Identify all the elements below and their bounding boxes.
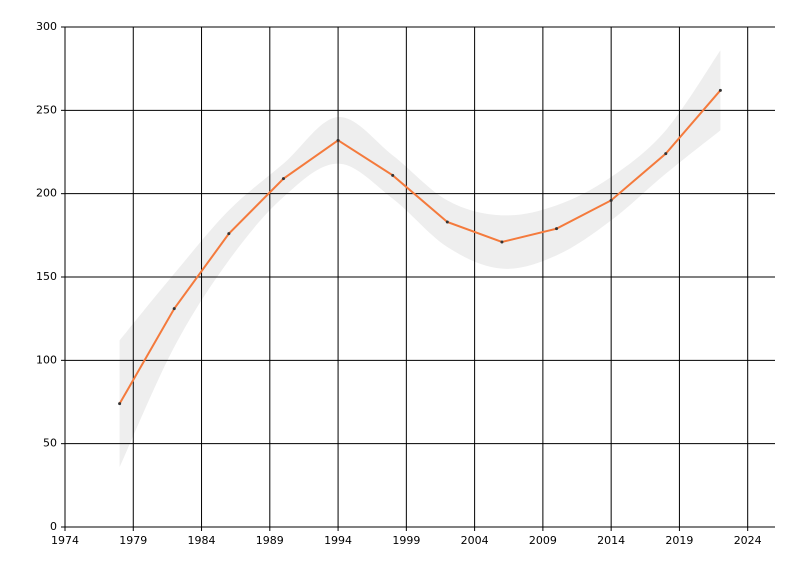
y-tick-label: 300 [36,20,57,33]
y-tick-label: 250 [36,103,57,116]
point [118,402,122,406]
point [718,88,722,92]
x-tick-label: 1984 [188,534,216,547]
x-tick-label: 1989 [256,534,284,547]
point [281,177,285,181]
point [664,152,668,156]
x-tick-label: 1994 [324,534,352,547]
y-tick-label: 100 [36,353,57,366]
line [118,89,722,405]
y-tick-label: 50 [43,437,57,450]
x-tick-label: 2019 [665,534,693,547]
point [445,220,449,224]
point [227,232,231,236]
point [336,138,340,142]
x-tick-label: 2009 [529,534,557,547]
point [555,227,559,231]
x-tick-label: 2024 [734,534,762,547]
point [172,307,176,311]
point [609,198,613,202]
point [500,240,504,244]
y-tick-label: 200 [36,187,57,200]
y-tick-label: 150 [36,270,57,283]
x-tick-label: 1999 [392,534,420,547]
x-tick-label: 1974 [51,534,79,547]
x-tick-label: 2014 [597,534,625,547]
y-tick-label: 0 [50,520,57,533]
x-tick-label: 2004 [461,534,489,547]
x-tick-label: 1979 [119,534,147,547]
point [391,173,395,177]
